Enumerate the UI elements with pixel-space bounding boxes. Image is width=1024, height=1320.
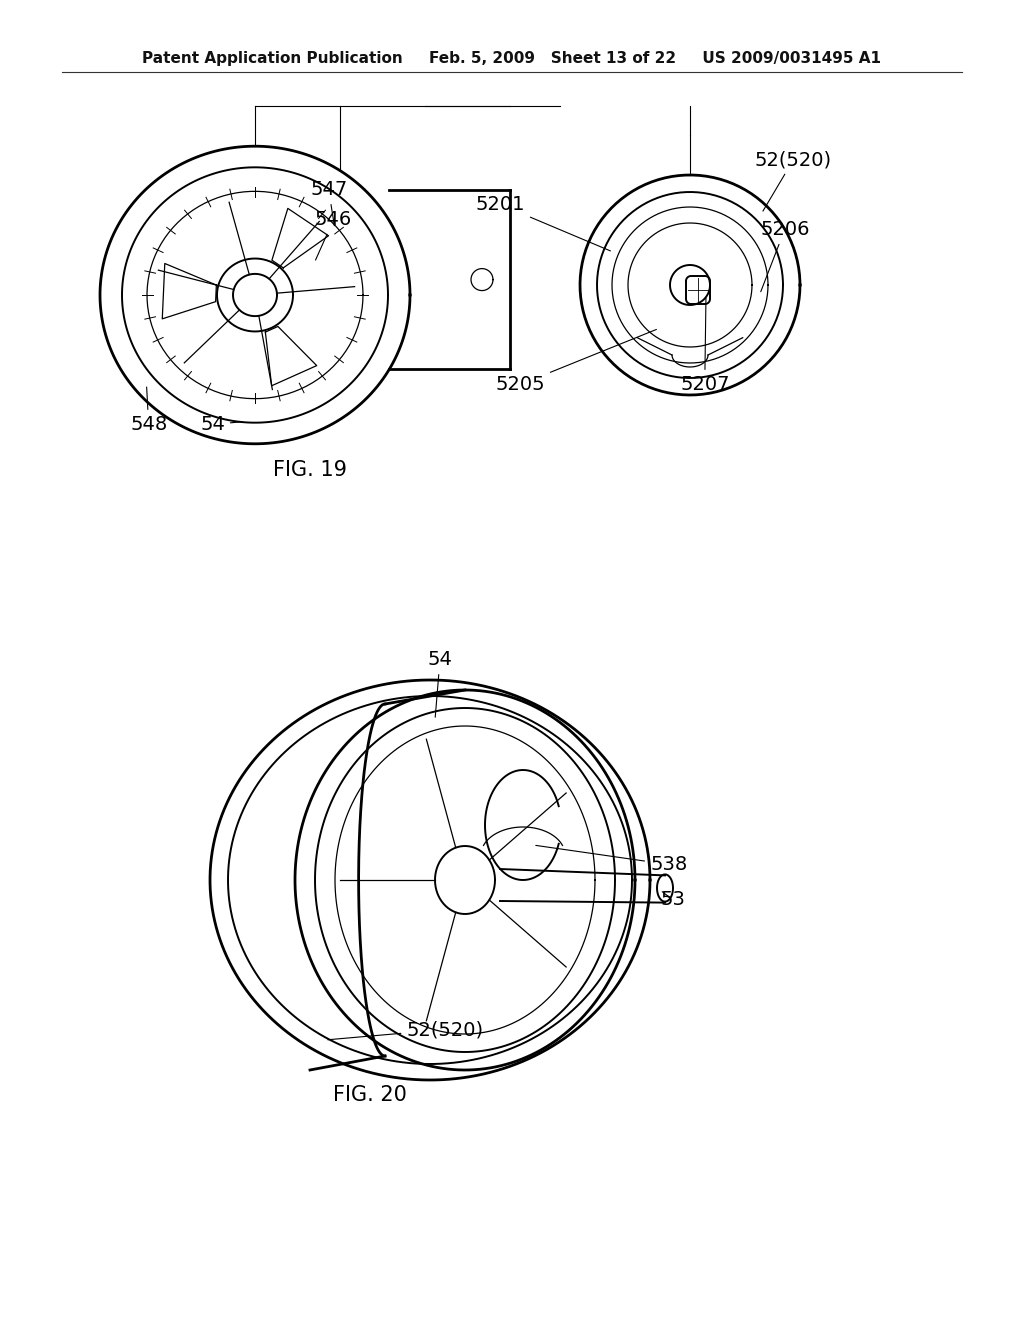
Text: 53: 53 bbox=[660, 890, 685, 909]
Text: 5201: 5201 bbox=[475, 195, 610, 251]
Text: 547: 547 bbox=[310, 180, 347, 226]
Text: 52(520): 52(520) bbox=[755, 150, 833, 211]
Text: 5205: 5205 bbox=[496, 330, 656, 393]
Text: 538: 538 bbox=[536, 845, 687, 874]
Text: 54: 54 bbox=[200, 414, 243, 434]
Text: 52(520): 52(520) bbox=[328, 1020, 483, 1040]
Text: 548: 548 bbox=[130, 387, 167, 434]
Text: 5207: 5207 bbox=[680, 298, 729, 393]
Text: FIG. 19: FIG. 19 bbox=[273, 459, 347, 480]
Text: FIG. 20: FIG. 20 bbox=[333, 1085, 407, 1105]
Text: 54: 54 bbox=[428, 649, 453, 717]
Text: 5206: 5206 bbox=[760, 220, 810, 292]
Text: 546: 546 bbox=[315, 210, 352, 260]
Text: Patent Application Publication     Feb. 5, 2009   Sheet 13 of 22     US 2009/003: Patent Application Publication Feb. 5, 2… bbox=[142, 50, 882, 66]
